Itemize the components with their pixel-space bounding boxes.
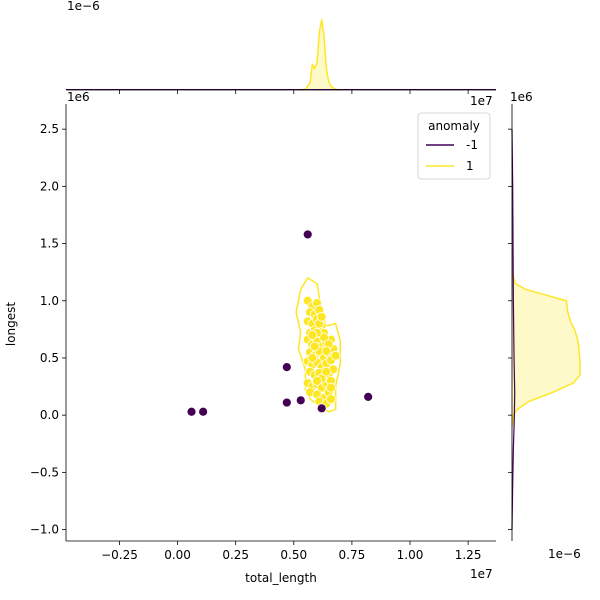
y-tick-label: 1.5 — [40, 237, 59, 251]
anomaly-point — [186, 406, 197, 417]
x-axis-label: total_length — [245, 571, 317, 585]
anomaly-point — [295, 395, 306, 406]
right-kde-line — [511, 271, 581, 427]
legend-title: anomaly — [428, 119, 480, 133]
top-marginal-ticks — [119, 90, 469, 94]
top-marginal-x-offset-label: 1e7 — [470, 94, 493, 108]
x-tick-label: 1.25 — [455, 548, 482, 562]
anomaly-point — [363, 391, 374, 402]
x-tick-label: 0.25 — [222, 548, 249, 562]
legend: anomaly -1 1 — [417, 112, 491, 180]
y-tick-label: 1.0 — [40, 294, 59, 308]
right-marginal-offset-label: 1e−6 — [548, 547, 581, 561]
right-kde-group — [511, 129, 581, 530]
normal-point — [319, 332, 329, 343]
normal-point — [309, 341, 320, 352]
normal-point — [321, 366, 332, 377]
top-kde-fill — [298, 19, 341, 90]
normal-point — [307, 353, 318, 363]
x-tick-label: 0.00 — [164, 548, 191, 562]
y-axis-label: longest — [4, 302, 18, 347]
y-tick-label: 2.0 — [40, 179, 59, 193]
x-offset-label: 1e7 — [470, 567, 493, 581]
x-tick-label: 0.50 — [280, 548, 307, 562]
y-axis-ticks: −1.0 −0.5 0.0 0.5 1.0 1.5 2.0 2.5 — [30, 122, 66, 537]
y-tick-label: 0.0 — [40, 408, 59, 422]
right-kde-fill — [512, 272, 580, 427]
normal-point — [326, 382, 336, 393]
right-marginal-y-offset-label: 1e6 — [510, 90, 533, 104]
legend-label-anomaly: -1 — [466, 138, 478, 152]
y-tick-label: 0.5 — [40, 351, 59, 365]
top-marginal: 1e−6 1e7 — [66, 0, 496, 108]
top-kde-group — [66, 19, 496, 91]
main-plot: −0.25 0.00 0.25 0.50 0.75 1.00 1.25 −1.0 −0.5 0.… — [4, 90, 496, 585]
normal-point — [316, 311, 327, 322]
normal-point — [312, 375, 322, 386]
right-kde-anomaly-line — [511, 129, 516, 530]
anomaly-point — [198, 406, 209, 417]
anomaly-point — [302, 229, 313, 240]
x-axis-ticks: −0.25 0.00 0.25 0.50 0.75 1.00 1.25 — [101, 541, 481, 562]
top-kde-line — [298, 19, 341, 91]
top-marginal-offset-label: 1e−6 — [67, 0, 100, 13]
y-tick-label: −1.0 — [30, 523, 59, 537]
right-marginal-ticks — [508, 128, 512, 530]
normal-point — [307, 330, 318, 340]
y-tick-label: 2.5 — [40, 122, 59, 136]
x-tick-label: −0.25 — [101, 548, 138, 562]
normal-point — [321, 346, 332, 356]
legend-frame — [417, 112, 491, 180]
y-offset-label: 1e6 — [67, 90, 90, 104]
main-plot-content — [186, 229, 374, 417]
x-tick-label: 1.00 — [397, 548, 424, 562]
anomaly-point — [316, 403, 327, 414]
normal-point — [326, 394, 336, 405]
anomaly-point — [281, 397, 292, 408]
right-marginal: 1e6 1e−6 — [508, 90, 581, 561]
y-tick-label: −0.5 — [30, 465, 59, 479]
anomaly-point — [281, 362, 292, 373]
x-tick-label: 0.75 — [339, 548, 366, 562]
normal-point — [330, 350, 341, 361]
legend-label-normal: 1 — [466, 159, 474, 173]
